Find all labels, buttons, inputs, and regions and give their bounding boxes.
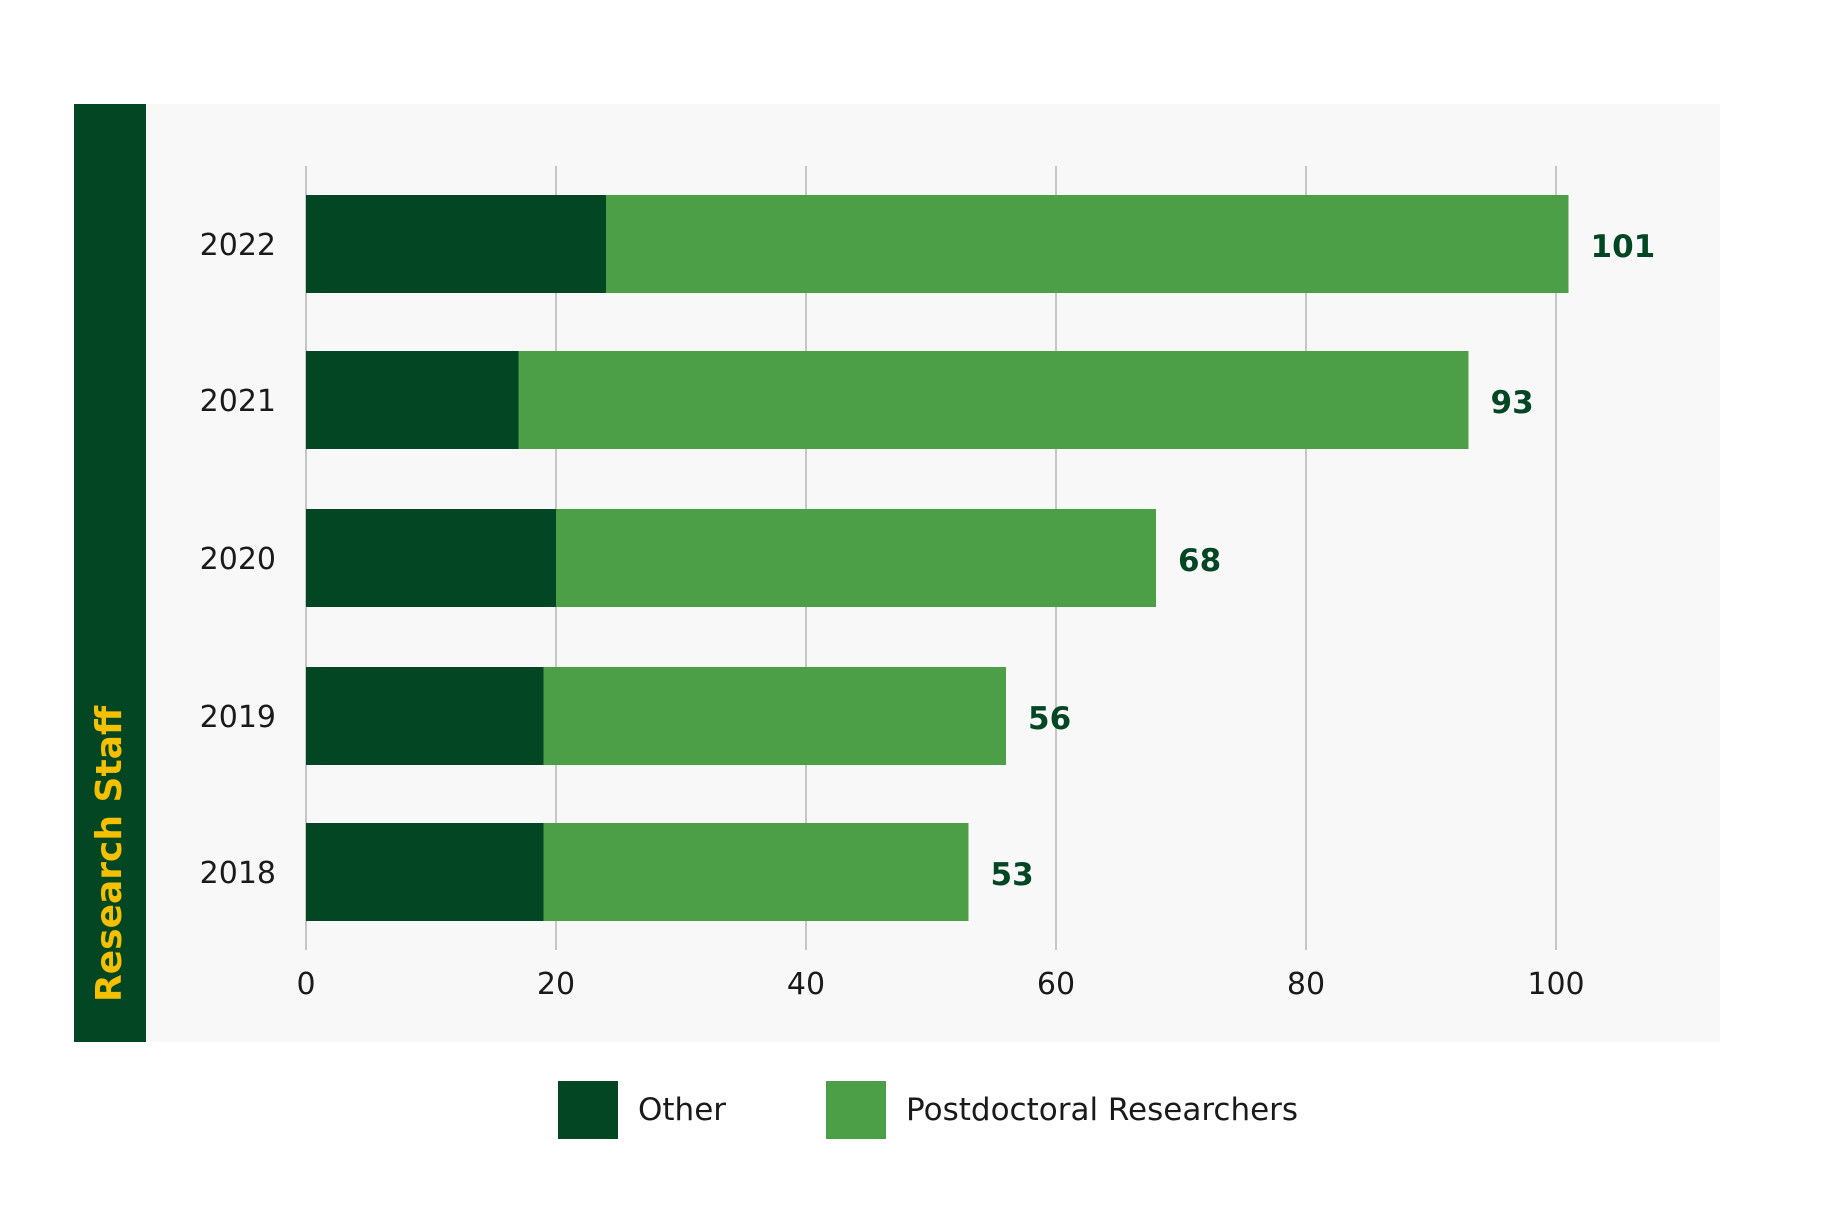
total-label-2020: 68 xyxy=(1178,543,1221,579)
bar-2022-postdoctoral xyxy=(606,195,1569,293)
bar-2021-postdoctoral xyxy=(518,351,1469,449)
total-label-2018: 53 xyxy=(991,857,1034,893)
legend-swatch-postdoctoral xyxy=(826,1081,887,1139)
y-tick-label-2019: 2019 xyxy=(200,700,276,735)
x-tick-label-100: 100 xyxy=(1527,967,1584,1002)
bar-2022-other xyxy=(306,195,606,293)
x-tick-label-80: 80 xyxy=(1287,967,1325,1002)
bar-2020-postdoctoral xyxy=(556,509,1156,607)
x-tick-label-60: 60 xyxy=(1037,967,1075,1002)
legend-swatch-other xyxy=(558,1081,618,1139)
legend: Other Postdoctoral Researchers xyxy=(558,1080,1398,1140)
bar-2018-postdoctoral xyxy=(543,823,969,921)
side-band xyxy=(74,104,146,1042)
y-tick-label-2018: 2018 xyxy=(200,856,276,891)
x-tick-label-40: 40 xyxy=(787,967,825,1002)
y-tick-label-2022: 2022 xyxy=(200,228,276,263)
y-tick-label-2021: 2021 xyxy=(200,384,276,419)
y-tick-label-2020: 2020 xyxy=(200,542,276,577)
total-label-2019: 56 xyxy=(1028,701,1071,737)
x-tick-label-20: 20 xyxy=(537,967,575,1002)
bar-2021-other xyxy=(306,351,519,449)
x-tick-label-0: 0 xyxy=(296,967,315,1002)
legend-item-postdoctoral: Postdoctoral Researchers xyxy=(826,1081,1298,1139)
total-label-2021: 93 xyxy=(1491,385,1534,421)
bar-2020-other xyxy=(306,509,556,607)
bar-2018-other xyxy=(306,823,544,921)
legend-label-other: Other xyxy=(638,1092,727,1128)
total-label-2022: 101 xyxy=(1591,229,1656,265)
bar-2019-postdoctoral xyxy=(543,667,1006,765)
bar-2019-other xyxy=(306,667,544,765)
legend-item-other: Other xyxy=(558,1081,726,1139)
legend-label-postdoctoral: Postdoctoral Researchers xyxy=(906,1092,1299,1128)
